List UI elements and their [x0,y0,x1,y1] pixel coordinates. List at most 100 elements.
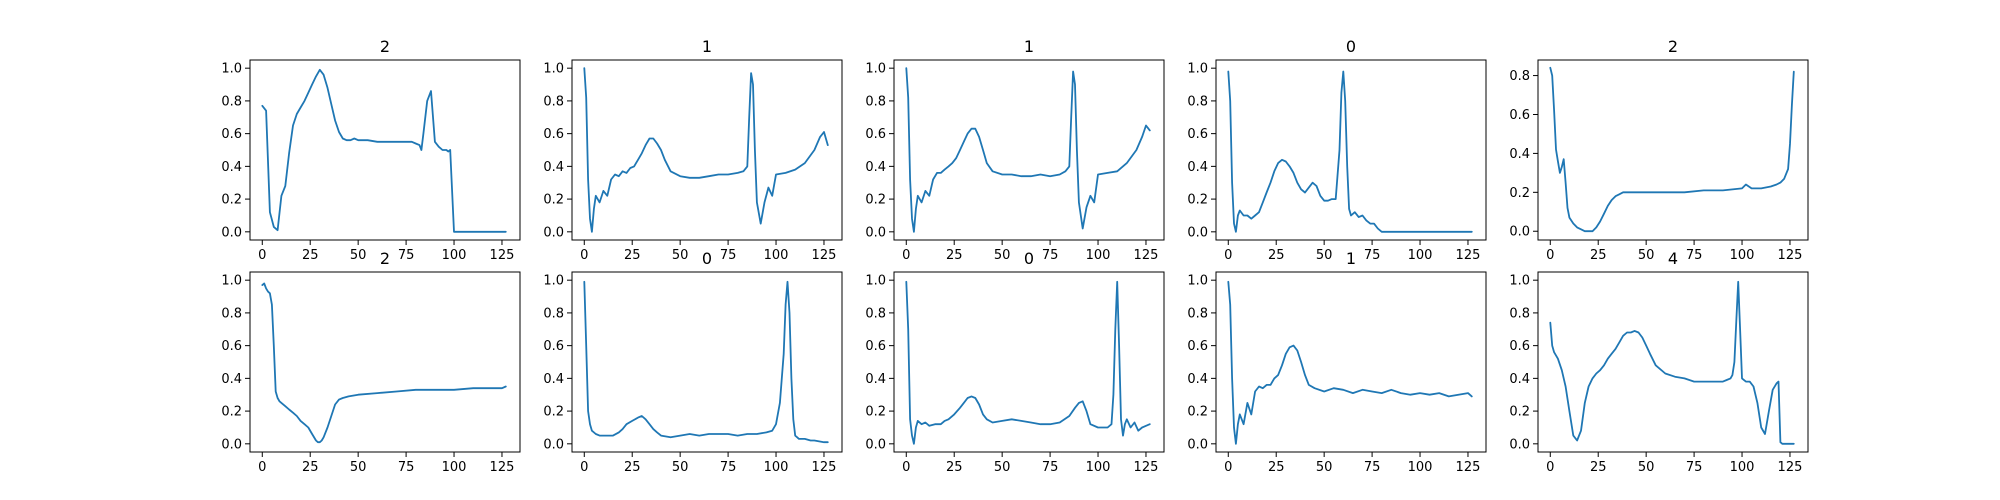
subplot-5: 2 0 25 50 75 100 125 0.0 0.2 0.4 0.6 0.8 [1509,37,1809,263]
axes-frame [571,59,843,241]
series-line [1549,66,1795,233]
y-tick-label: 1.0 [1187,62,1208,77]
subplot-title: 4 [1668,249,1678,268]
y-tick-label: 0.6 [865,127,886,142]
subplot-title: 2 [380,37,390,56]
y-tick-label: 0.4 [221,372,242,387]
x-tick-label: 0 [258,248,266,263]
y-tick-label: 0.8 [543,94,564,109]
y-tick-label: 0.4 [1187,160,1208,175]
subplot-title: 2 [380,249,390,268]
y-tick-label: 1.0 [865,62,886,77]
subplot-title: 0 [1346,37,1356,56]
x-tick-label: 75 [1364,248,1381,263]
series-line [583,280,829,444]
x-tick-label: 125 [1134,460,1159,475]
subplot-6: 2 0 25 50 75 100 125 0.0 0.2 0.4 0.6 0.8 1.0 [221,249,521,475]
x-tick-label: 125 [1778,248,1803,263]
x-tick-label: 50 [1316,248,1333,263]
series-line [1549,280,1795,445]
series-line [583,67,829,233]
y-tick-label: 0.8 [865,94,886,109]
axes-frame [1537,59,1809,241]
series-line [905,67,1151,233]
x-tick-label: 125 [812,460,837,475]
subplot-2: 1 0 25 50 75 100 125 0.0 0.2 0.4 0.6 0.8 1.0 [543,37,843,263]
y-tick-label: 0.6 [221,339,242,354]
y-tick-label: 0.0 [865,437,886,452]
x-tick-label: 125 [1778,460,1803,475]
axes-frame [1537,271,1809,453]
x-tick-label: 0 [580,460,588,475]
y-tick-label: 0.4 [865,372,886,387]
x-tick-label: 100 [764,460,789,475]
y-tick-label: 1.0 [1187,274,1208,289]
subplot-title: 1 [702,37,712,56]
x-tick-label: 25 [624,460,641,475]
x-tick-label: 100 [442,460,467,475]
y-tick-label: 0.6 [1509,339,1530,354]
x-tick-label: 0 [258,460,266,475]
y-tick-label: 0.4 [543,160,564,175]
x-tick-label: 0 [1546,248,1554,263]
y-tick-label: 0.2 [1187,405,1208,420]
y-tick-label: 0.2 [865,405,886,420]
series-line [1227,280,1473,445]
y-tick-label: 0.2 [1509,405,1530,420]
y-tick-label: 0.6 [543,339,564,354]
subplot-title: 0 [702,249,712,268]
subplot-9: 1 0 25 50 75 100 125 0.0 0.2 0.4 0.6 0.8 1.0 [1187,249,1487,475]
y-tick-label: 0.8 [865,306,886,321]
y-tick-label: 0.6 [1509,108,1530,123]
x-tick-label: 125 [490,248,515,263]
x-tick-label: 25 [624,248,641,263]
axes-frame [893,59,1165,241]
y-tick-label: 0.2 [543,405,564,420]
y-tick-label: 0.2 [221,193,242,208]
x-tick-label: 25 [1590,460,1607,475]
y-tick-label: 0.8 [1187,306,1208,321]
y-tick-label: 0.8 [1509,69,1530,84]
y-tick-label: 0.4 [865,160,886,175]
y-tick-label: 0.6 [1187,127,1208,142]
series-line [261,68,507,233]
y-tick-label: 0.6 [865,339,886,354]
y-tick-label: 0.8 [221,94,242,109]
x-tick-label: 0 [1546,460,1554,475]
subplot-title: 2 [1668,37,1678,56]
axes-frame [1215,271,1487,453]
y-tick-label: 0.2 [1509,186,1530,201]
axes-frame [1215,59,1487,241]
x-tick-label: 50 [350,248,367,263]
x-tick-label: 50 [1638,460,1655,475]
y-tick-label: 0.4 [1187,372,1208,387]
y-tick-label: 0.8 [221,306,242,321]
x-tick-label: 0 [1224,248,1232,263]
series-line [1227,70,1473,233]
x-tick-label: 100 [764,248,789,263]
x-tick-label: 0 [1224,460,1232,475]
x-tick-label: 125 [812,248,837,263]
y-tick-label: 0.4 [1509,372,1530,387]
y-tick-label: 0.8 [1509,306,1530,321]
y-tick-label: 0.0 [1187,437,1208,452]
y-tick-label: 0.0 [221,437,242,452]
x-tick-label: 25 [302,248,319,263]
y-tick-label: 0.2 [865,193,886,208]
y-tick-label: 0.2 [1187,193,1208,208]
y-tick-label: 0.2 [221,405,242,420]
x-tick-label: 125 [490,460,515,475]
axes-frame [249,271,521,453]
x-tick-label: 100 [1730,248,1755,263]
x-tick-label: 100 [1086,248,1111,263]
y-tick-label: 0.0 [221,225,242,240]
x-tick-label: 100 [1086,460,1111,475]
x-tick-label: 0 [902,248,910,263]
series-line [905,280,1151,445]
y-tick-label: 0.0 [865,225,886,240]
subplot-4: 0 0 25 50 75 100 125 0.0 0.2 0.4 0.6 0.8 1.0 [1187,37,1487,263]
y-tick-label: 0.8 [543,306,564,321]
subplot-7: 0 0 25 50 75 100 125 0.0 0.2 0.4 0.6 0.8 1.0 [543,249,843,475]
y-tick-label: 1.0 [1509,274,1530,289]
x-tick-label: 50 [994,248,1011,263]
